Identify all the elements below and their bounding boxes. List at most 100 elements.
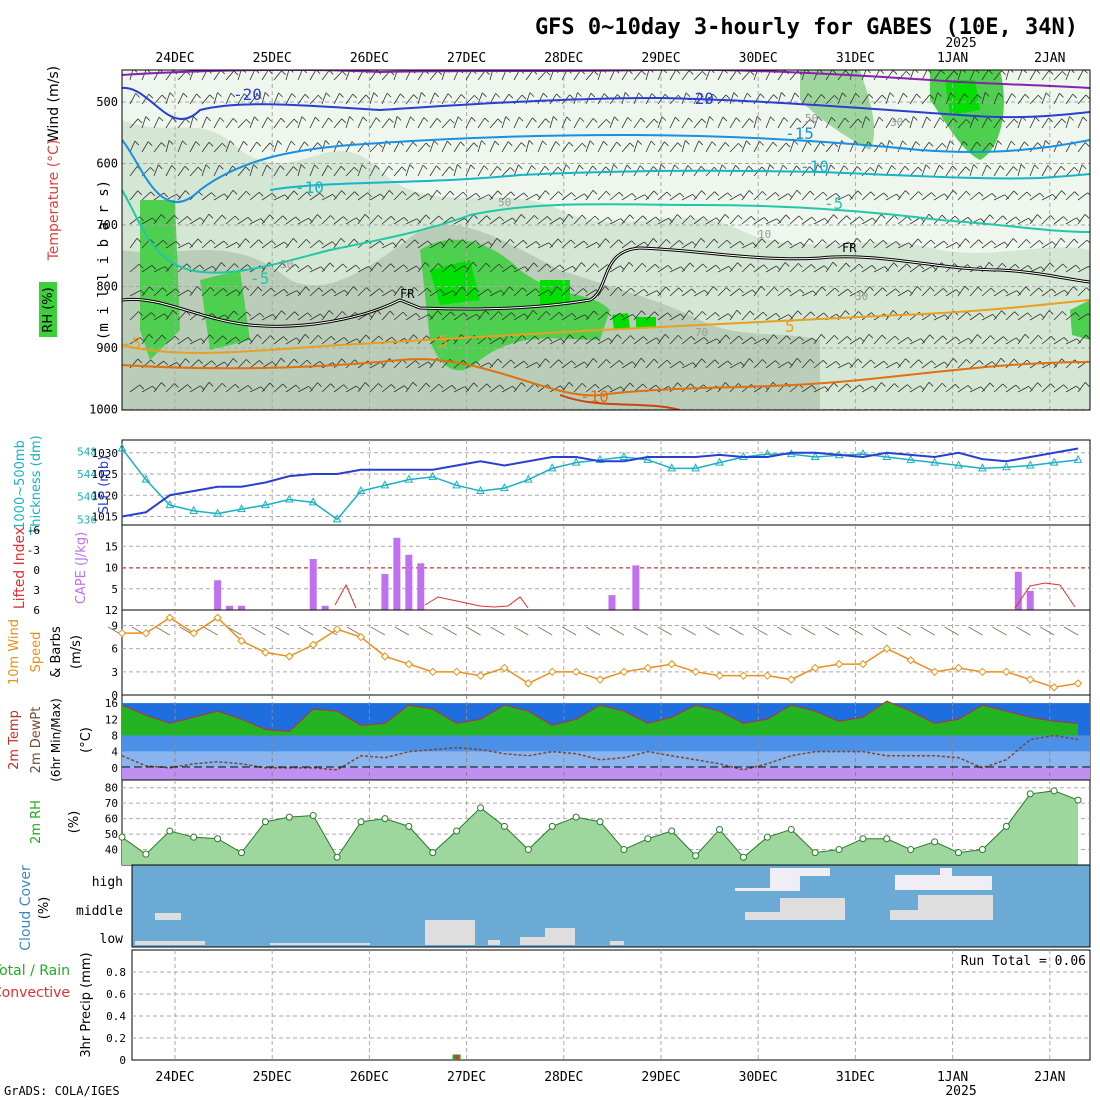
wind-barb-flag: [148, 333, 154, 339]
contour-label: 70: [695, 326, 708, 339]
wind-barb: [369, 117, 377, 129]
wind-barb-flag: [197, 166, 203, 172]
wind-barb-flag: [327, 165, 333, 170]
wind-barb: [909, 238, 919, 249]
wind-barb: [861, 217, 873, 225]
wind-barb-flag: [343, 384, 348, 390]
wind-barb-flag: [211, 360, 216, 366]
wind-barb-flag: [674, 164, 679, 170]
wind-barb-flag: [667, 312, 672, 318]
wind-barb: [1005, 337, 1017, 345]
wind-barb: [921, 287, 931, 297]
wind-barb: [381, 289, 393, 297]
wind10-tick: 0: [111, 689, 118, 702]
wind-barb: [741, 310, 751, 321]
wind-barb: [237, 337, 249, 345]
wind10-barb: [370, 626, 386, 636]
wind-barb-flag: [281, 310, 286, 315]
wind-barb-flag: [210, 287, 215, 292]
wind-barb: [873, 334, 883, 345]
wind-barb: [1053, 71, 1063, 81]
wind-barb-flag: [425, 214, 431, 220]
wind-barb-flag: [439, 289, 445, 294]
wind-barb: [417, 361, 429, 369]
wind-barb-flag: [726, 287, 731, 292]
wind-barb: [501, 217, 513, 225]
wind-barb-flag: [865, 116, 870, 121]
temp2m-tick: 16: [105, 697, 118, 710]
wind-barb-flag: [966, 119, 971, 124]
wind-barb-flag: [447, 93, 453, 98]
wind-barb-flag: [974, 116, 979, 122]
wind-barb: [849, 216, 860, 225]
wind-barb-flag: [1039, 192, 1045, 198]
wind-barb-flag: [1063, 216, 1068, 221]
wind-barb: [177, 118, 186, 129]
wind-barb-flag: [1027, 312, 1032, 318]
wind-barb-flag: [161, 142, 166, 147]
wind-barb-flag: [711, 141, 717, 146]
wind-barb-flag: [509, 238, 515, 244]
wind-barb-flag: [269, 214, 274, 220]
wind-barb: [417, 262, 426, 273]
wind-barb: [213, 382, 223, 393]
wind10-barb: [1039, 626, 1055, 636]
wind-barb-flag: [498, 311, 503, 316]
wind-barb: [393, 385, 405, 393]
wind-barb: [153, 382, 162, 393]
temp-band: [122, 751, 1090, 768]
wind-barb-flag: [487, 288, 493, 294]
wind-barb-flag: [314, 164, 319, 170]
wind-barb: [1065, 286, 1074, 297]
li-tick: -3: [27, 544, 40, 557]
wind-barb: [621, 164, 628, 177]
wind-barb: [369, 288, 380, 297]
wind-barb-flag: [175, 288, 180, 294]
wind-barb-flag: [278, 92, 283, 98]
wind-barb-flag: [270, 335, 275, 340]
wind-barb-flag: [941, 382, 947, 388]
wind-barb-flag: [984, 92, 990, 97]
wind-barb: [681, 335, 692, 345]
wind-barb-flag: [762, 359, 767, 364]
wind-barb: [849, 290, 861, 297]
wind-barb: [597, 264, 608, 273]
wind-barb: [585, 358, 594, 369]
wind-barb-flag: [1060, 166, 1066, 171]
wind-barb-flag: [1011, 93, 1017, 98]
wind-barb: [333, 311, 343, 321]
wind-barb-flag: [510, 167, 515, 172]
wind-barb-flag: [1010, 140, 1016, 146]
wind-barb: [177, 289, 189, 297]
wind-barb: [501, 167, 511, 177]
wind-barb: [957, 238, 966, 249]
wind-barb: [357, 116, 364, 129]
upper-y-label: (m i l l i b a r s): [96, 180, 112, 340]
wind-barb: [213, 142, 223, 153]
wind-barb: [237, 190, 247, 201]
temp2m-tick: 0: [111, 762, 118, 775]
wind-barb: [345, 116, 350, 129]
wind-barb-flag: [270, 287, 276, 293]
wind-barb: [549, 338, 561, 345]
wind-barb: [261, 92, 266, 105]
wind-barb-flag: [341, 190, 346, 195]
wind-barb-flag: [592, 118, 598, 123]
wind10-barb: [490, 626, 505, 636]
wind-barb-flag: [846, 215, 851, 220]
wind-barb-flag: [1025, 286, 1030, 292]
wind-barb-flag: [415, 192, 420, 197]
temp2m-tick: 12: [105, 713, 118, 726]
wind-barb-flag: [761, 238, 766, 244]
wind-barb: [273, 336, 284, 345]
wind-barb-flag: [283, 336, 288, 341]
li-tick: -6: [27, 524, 40, 537]
wind-barb-flag: [293, 118, 299, 124]
wind-barb-flag: [817, 116, 823, 122]
wind-barb: [429, 165, 437, 177]
wind-barb: [561, 382, 570, 393]
wind-barb: [189, 93, 197, 105]
wind-barb-flag: [952, 118, 958, 123]
wind-barb-flag: [433, 140, 439, 145]
wind-barb: [861, 238, 871, 249]
